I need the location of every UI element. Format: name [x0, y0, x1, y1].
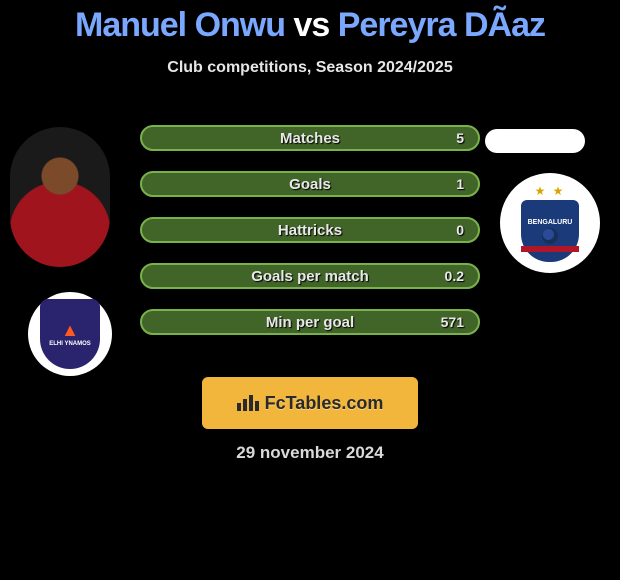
stat-label: Matches [142, 130, 478, 147]
club-right-shield: BENGALURU [521, 200, 579, 262]
player-right-avatar-placeholder [485, 129, 585, 153]
player-right-club-badge: ★ ★ BENGALURU [500, 173, 600, 273]
subtitle: Club competitions, Season 2024/2025 [0, 59, 620, 77]
page-title: Manuel Onwu vs Pereyra DÃ­az [0, 0, 620, 45]
stat-bar-min-per-goal: Min per goal 571 [140, 309, 480, 335]
club-right-text: BENGALURU [528, 219, 573, 226]
football-icon [542, 228, 558, 244]
stat-value: 571 [441, 314, 464, 330]
club-left-text: ELHI YNAMOS [49, 341, 91, 348]
player-left-club-badge: ▲ ELHI YNAMOS [28, 292, 112, 376]
title-vs: vs [293, 6, 329, 44]
stat-bar-matches: Matches 5 [140, 125, 480, 151]
stat-value: 0 [456, 222, 464, 238]
club-left-shield: ▲ ELHI YNAMOS [40, 299, 100, 369]
footer-date: 29 november 2024 [0, 443, 620, 463]
flame-icon: ▲ [61, 321, 79, 339]
stat-label: Hattricks [142, 222, 478, 239]
title-player-left: Manuel Onwu [75, 6, 285, 44]
club-right-stripe [521, 246, 579, 252]
stat-label: Goals per match [142, 268, 478, 285]
stat-value: 1 [456, 176, 464, 192]
barchart-icon [237, 395, 259, 411]
stat-value: 5 [456, 130, 464, 146]
source-badge-text: FcTables.com [265, 393, 384, 414]
stat-bar-hattricks: Hattricks 0 [140, 217, 480, 243]
stat-bar-goals: Goals 1 [140, 171, 480, 197]
stat-label: Goals [142, 176, 478, 193]
stars-icon: ★ ★ [535, 184, 566, 198]
stat-bar-goals-per-match: Goals per match 0.2 [140, 263, 480, 289]
stat-bars: Matches 5 Goals 1 Hattricks 0 Goals per … [140, 125, 480, 355]
player-left-avatar [10, 127, 110, 267]
comparison-stage: ▲ ELHI YNAMOS ★ ★ BENGALURU Matches 5 Go… [0, 97, 620, 497]
title-player-right: Pereyra DÃ­az [338, 6, 545, 44]
source-badge: FcTables.com [202, 377, 418, 429]
stat-label: Min per goal [142, 314, 478, 331]
stat-value: 0.2 [445, 268, 464, 284]
